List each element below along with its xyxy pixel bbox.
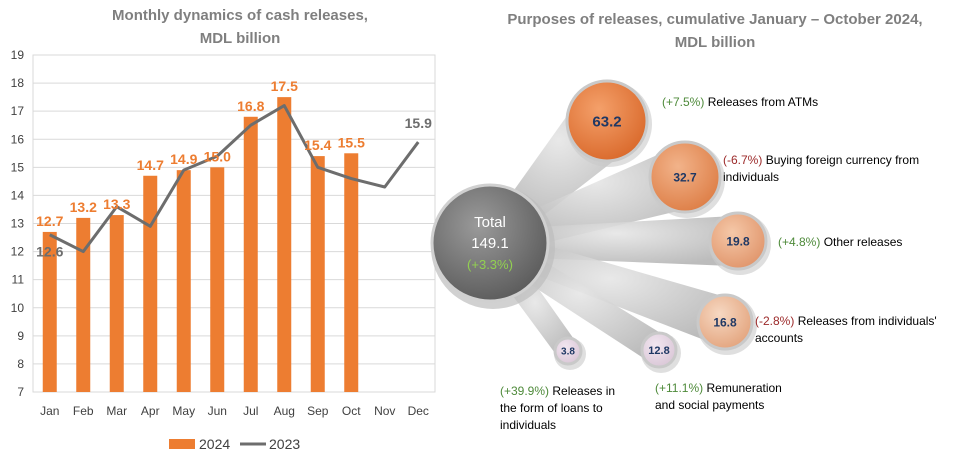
bar-2024 xyxy=(109,215,124,392)
bar-2024 xyxy=(243,116,258,393)
line-data-label: 12.6 xyxy=(36,244,63,260)
connector xyxy=(535,215,739,267)
y-tick-label: 13 xyxy=(11,217,25,231)
bar-2024 xyxy=(310,156,325,392)
bubble-value: 63.2 xyxy=(592,113,621,130)
item-label-remuneration: (+11.1%) Remuneration and social payment… xyxy=(655,380,805,414)
x-tick-label: Jul xyxy=(243,404,258,418)
bar-2024 xyxy=(277,97,292,392)
item-label-loans: (+39.9%) Releases in the form of loans t… xyxy=(500,383,635,434)
bubble xyxy=(565,79,649,163)
right-title-line1: Purposes of releases, cumulative January… xyxy=(507,11,923,28)
total-bubble xyxy=(430,183,550,303)
x-tick-label: Mar xyxy=(106,404,127,418)
connector xyxy=(528,243,733,346)
item-label-other: (+4.8%) Other releases xyxy=(778,234,958,251)
bubble-value: 12.8 xyxy=(648,345,669,357)
legend-swatch-2024 xyxy=(169,439,195,449)
bar-2024 xyxy=(143,175,158,392)
bar-2024 xyxy=(344,153,359,392)
bar-2024 xyxy=(210,167,225,392)
line-data-label: 15.9 xyxy=(405,115,432,131)
y-tick-label: 14 xyxy=(11,188,25,202)
x-tick-label: Feb xyxy=(73,404,94,418)
bar-data-label: 13.3 xyxy=(103,196,130,212)
y-tick-label: 9 xyxy=(17,329,24,343)
item-text: Remuneration and social payments xyxy=(655,381,782,412)
bar-2024 xyxy=(176,170,191,392)
bubble-value: 16.8 xyxy=(713,315,737,329)
x-tick-label: Dec xyxy=(408,404,429,418)
bubble-value: 19.8 xyxy=(726,234,750,248)
total-label: Total xyxy=(474,214,506,231)
legend-label-2024: 2024 xyxy=(199,436,230,452)
x-tick-label: Sep xyxy=(307,404,329,418)
y-tick-label: 8 xyxy=(17,357,24,371)
bubble xyxy=(696,293,754,351)
line-2023 xyxy=(49,104,420,254)
y-tick-label: 10 xyxy=(11,301,25,315)
y-tick-label: 12 xyxy=(11,245,25,259)
y-tick-label: 11 xyxy=(12,273,25,287)
bubble xyxy=(648,140,722,214)
item-change: (+11.1%) xyxy=(655,381,704,395)
bar-data-label: 13.2 xyxy=(70,199,97,215)
item-change: (+7.5%) xyxy=(662,95,705,109)
y-tick-label: 16 xyxy=(11,132,25,146)
item-label-atms: (+7.5%) Releases from ATMs xyxy=(662,94,942,111)
item-text: Buying foreign currency from individuals xyxy=(723,153,920,184)
bar-2024 xyxy=(42,231,57,392)
connector xyxy=(521,256,668,363)
bubble-value: 32.7 xyxy=(673,170,697,184)
y-tick-label: 17 xyxy=(11,104,25,118)
bar-data-label: 15.0 xyxy=(204,148,231,164)
right-chart-title: Purposes of releases, cumulative January… xyxy=(470,8,960,54)
item-label-foreign-currency: (-6.7%) Buying foreign currency from ind… xyxy=(723,152,953,186)
y-tick-label: 18 xyxy=(11,76,25,90)
item-label-individual-accounts: (-2.8%) Releases from individuals' accou… xyxy=(755,313,960,347)
x-tick-label: Nov xyxy=(374,404,395,418)
bubble-value: 3.8 xyxy=(561,347,575,358)
bar-data-label: 14.9 xyxy=(170,151,197,167)
left-title-line1: Monthly dynamics of cash releases, xyxy=(112,7,368,24)
item-text: Other releases xyxy=(823,235,903,249)
item-text: Releases from ATMs xyxy=(707,95,819,109)
bar-data-label: 15.4 xyxy=(304,137,331,153)
bar-data-label: 16.8 xyxy=(237,98,264,114)
bar-data-label: 15.5 xyxy=(338,134,365,150)
item-change: (+39.9%) xyxy=(500,384,550,398)
y-tick-label: 7 xyxy=(17,385,24,399)
bar-data-label: 14.7 xyxy=(137,157,164,173)
bar-2024 xyxy=(76,217,91,392)
item-text: Releases from individuals' accounts xyxy=(755,314,937,345)
left-chart-title: Monthly dynamics of cash releases, MDL b… xyxy=(40,4,440,50)
item-change: (-6.7%) xyxy=(723,153,763,167)
item-change: (-2.8%) xyxy=(755,314,795,328)
bubble xyxy=(708,211,768,271)
x-tick-label: May xyxy=(172,404,195,418)
y-tick-label: 19 xyxy=(11,48,25,62)
item-text: Releases in the form of loans to individ… xyxy=(500,384,616,432)
total-change: (+3.3%) xyxy=(467,257,513,272)
x-tick-label: Jan xyxy=(40,404,59,418)
right-title-line2: MDL billion xyxy=(674,34,756,51)
bar-data-label: 17.5 xyxy=(271,78,298,94)
x-tick-label: Jun xyxy=(208,404,227,418)
x-tick-label: Oct xyxy=(342,404,361,418)
x-tick-label: Apr xyxy=(141,404,160,418)
bar-data-label: 12.7 xyxy=(36,213,63,229)
item-change: (+4.8%) xyxy=(778,235,821,249)
bubble xyxy=(553,336,583,366)
bubble xyxy=(640,331,678,369)
total-value: 149.1 xyxy=(471,235,509,252)
legend-label-2023: 2023 xyxy=(269,436,300,452)
left-title-line2: MDL billion xyxy=(199,30,281,47)
x-tick-label: Aug xyxy=(274,404,295,418)
y-tick-label: 15 xyxy=(11,160,25,174)
